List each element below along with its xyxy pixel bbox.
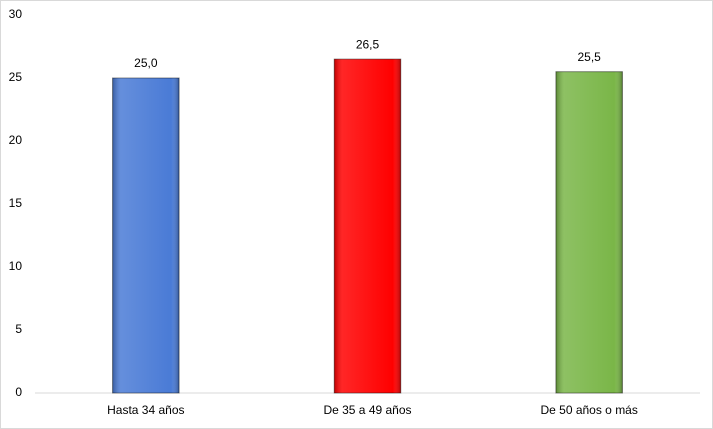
x-tick-label: De 35 a 49 años [323,403,411,417]
y-tick-label: 0 [15,385,22,399]
y-tick-label: 10 [9,259,23,273]
bar [555,71,623,394]
y-tick-label: 5 [15,322,22,336]
value-label: 25,5 [577,50,601,64]
value-label: 25,0 [134,56,158,70]
value-label: 26,5 [356,37,380,51]
x-tick-label: Hasta 34 años [107,403,184,417]
y-tick-label: 20 [9,133,23,147]
y-tick-label: 30 [9,7,23,21]
bar [333,58,402,394]
y-tick-label: 15 [9,196,23,210]
y-tick-label: 25 [9,70,23,84]
x-tick-label: De 50 años o más [540,403,637,417]
bar [112,77,180,394]
